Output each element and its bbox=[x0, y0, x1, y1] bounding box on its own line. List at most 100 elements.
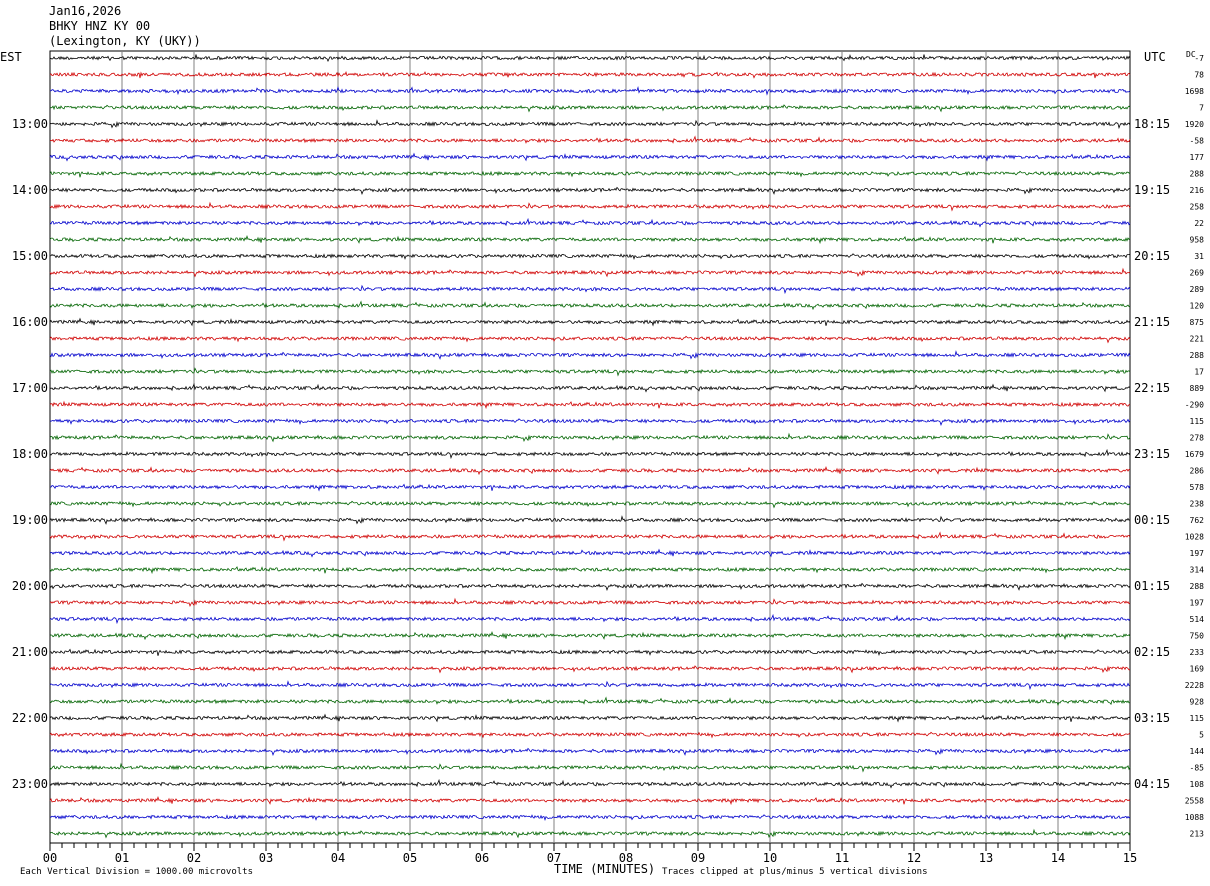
seismic-trace bbox=[49, 680, 1131, 691]
est-hour-label: 22:00 bbox=[12, 711, 48, 725]
seismic-trace bbox=[49, 201, 1131, 212]
utc-hour-label: 02:15 bbox=[1134, 645, 1170, 659]
seismic-trace bbox=[49, 531, 1131, 542]
dc-offset-label: 216 bbox=[1190, 186, 1205, 195]
est-hour-label: 21:00 bbox=[12, 645, 48, 659]
dc-offset-label: 169 bbox=[1190, 665, 1205, 674]
utc-hour-label: 01:15 bbox=[1134, 579, 1170, 593]
dc-offset-label: 115 bbox=[1190, 417, 1205, 426]
dc-offset-label: 22 bbox=[1194, 219, 1204, 228]
seismic-trace bbox=[49, 814, 1131, 821]
seismic-trace bbox=[49, 418, 1131, 426]
est-hour-label: 20:00 bbox=[12, 579, 48, 593]
seismic-trace bbox=[49, 152, 1131, 162]
dc-offset-label: 288 bbox=[1190, 582, 1205, 591]
utc-hour-label: 21:15 bbox=[1134, 315, 1170, 329]
dc-offset-label: 875 bbox=[1190, 318, 1205, 327]
seismic-trace bbox=[49, 448, 1131, 460]
seismic-trace bbox=[49, 747, 1131, 756]
dc-offset-label: 2558 bbox=[1185, 797, 1204, 806]
dc-offset-label: 1920 bbox=[1185, 120, 1204, 129]
dc-offset-label: 578 bbox=[1190, 483, 1205, 492]
seismic-trace bbox=[49, 713, 1131, 723]
seismic-trace bbox=[49, 762, 1131, 773]
seismic-trace bbox=[49, 582, 1131, 591]
dc-offset-label: 108 bbox=[1190, 780, 1205, 789]
seismic-trace bbox=[49, 85, 1131, 96]
x-tick-label: 03 bbox=[259, 851, 273, 865]
seismic-trace bbox=[49, 731, 1131, 739]
dc-offset-label: 5 bbox=[1199, 731, 1204, 740]
x-tick-label: 06 bbox=[475, 851, 489, 865]
dc-offset-label: 120 bbox=[1190, 302, 1205, 311]
dc-offset-label: 177 bbox=[1190, 153, 1205, 162]
est-hour-label: 13:00 bbox=[12, 117, 48, 131]
utc-hour-label: 03:15 bbox=[1134, 711, 1170, 725]
dc-offset-label: 1698 bbox=[1185, 87, 1204, 96]
footer-scale-note: Each Vertical Division = 1000.00 microvo… bbox=[20, 867, 253, 877]
right-timezone-label: UTC bbox=[1144, 50, 1166, 64]
dc-offset-label: 17 bbox=[1194, 368, 1204, 377]
seismic-trace bbox=[49, 696, 1131, 707]
utc-hour-label: 00:15 bbox=[1134, 513, 1170, 527]
seismic-trace bbox=[49, 284, 1131, 295]
seismic-trace bbox=[49, 253, 1131, 260]
dc-offset-label: 197 bbox=[1190, 549, 1205, 558]
seismic-trace bbox=[49, 300, 1131, 311]
dc-offset-label: -58 bbox=[1190, 137, 1205, 146]
dc-offset-label: 750 bbox=[1190, 632, 1205, 641]
dc-offset-label: 221 bbox=[1190, 335, 1205, 344]
x-tick-label: 02 bbox=[187, 851, 201, 865]
plot-frame bbox=[49, 50, 1131, 844]
date-label: Jan16,2026 bbox=[49, 4, 122, 18]
dc-offset-label: 289 bbox=[1190, 285, 1205, 294]
dc-offset-label: 144 bbox=[1190, 747, 1205, 756]
seismic-trace bbox=[49, 631, 1131, 641]
seismic-trace bbox=[49, 217, 1131, 228]
dc-offset-label: 314 bbox=[1190, 566, 1205, 575]
x-tick-label: 08 bbox=[619, 851, 633, 865]
est-hour-label: 18:00 bbox=[12, 447, 48, 461]
dc-offset-label: -85 bbox=[1190, 764, 1205, 773]
seismic-trace bbox=[49, 400, 1131, 410]
seismic-trace bbox=[49, 796, 1131, 806]
x-tick-label: 04 bbox=[331, 851, 345, 865]
dc-offset-label: 269 bbox=[1190, 269, 1205, 278]
dc-offset-label: 78 bbox=[1194, 71, 1204, 80]
seismic-trace bbox=[49, 597, 1131, 607]
x-axis-title: TIME (MINUTES) bbox=[554, 862, 656, 876]
seismic-trace bbox=[49, 483, 1131, 492]
est-hour-label: 19:00 bbox=[12, 513, 48, 527]
x-tick-label: 12 bbox=[907, 851, 921, 865]
x-tick-label: 00 bbox=[43, 851, 57, 865]
dc-header-label: DC bbox=[1186, 50, 1196, 59]
dc-offset-label: 1679 bbox=[1185, 450, 1204, 459]
seismic-trace bbox=[49, 566, 1131, 575]
seismic-trace bbox=[49, 548, 1131, 558]
seismic-trace bbox=[49, 186, 1131, 195]
seismic-trace bbox=[49, 515, 1131, 525]
seismic-trace bbox=[49, 648, 1131, 656]
x-tick-label: 13 bbox=[979, 851, 993, 865]
x-tick-label: 01 bbox=[115, 851, 129, 865]
seismic-trace bbox=[49, 382, 1131, 393]
dc-offset-label: 115 bbox=[1190, 714, 1205, 723]
seismic-trace bbox=[49, 170, 1131, 178]
x-tick-label: 10 bbox=[763, 851, 777, 865]
utc-hour-label: 04:15 bbox=[1134, 777, 1170, 791]
dc-offset-label: -290 bbox=[1185, 401, 1204, 410]
seismic-trace bbox=[49, 53, 1131, 62]
est-hour-label: 16:00 bbox=[12, 315, 48, 329]
dc-offset-label: 286 bbox=[1190, 467, 1205, 476]
seismic-trace bbox=[49, 104, 1131, 113]
seismic-trace bbox=[49, 71, 1131, 79]
dc-offset-label: 213 bbox=[1190, 830, 1205, 839]
dc-offset-label: 514 bbox=[1190, 615, 1205, 624]
utc-hour-label: 19:15 bbox=[1134, 183, 1170, 197]
utc-hour-label: 22:15 bbox=[1134, 381, 1170, 395]
seismic-trace bbox=[49, 317, 1131, 327]
dc-offset-label: 762 bbox=[1190, 516, 1205, 525]
location-label: (Lexington, KY (UKY)) bbox=[49, 34, 201, 48]
x-tick-label: 11 bbox=[835, 851, 849, 865]
